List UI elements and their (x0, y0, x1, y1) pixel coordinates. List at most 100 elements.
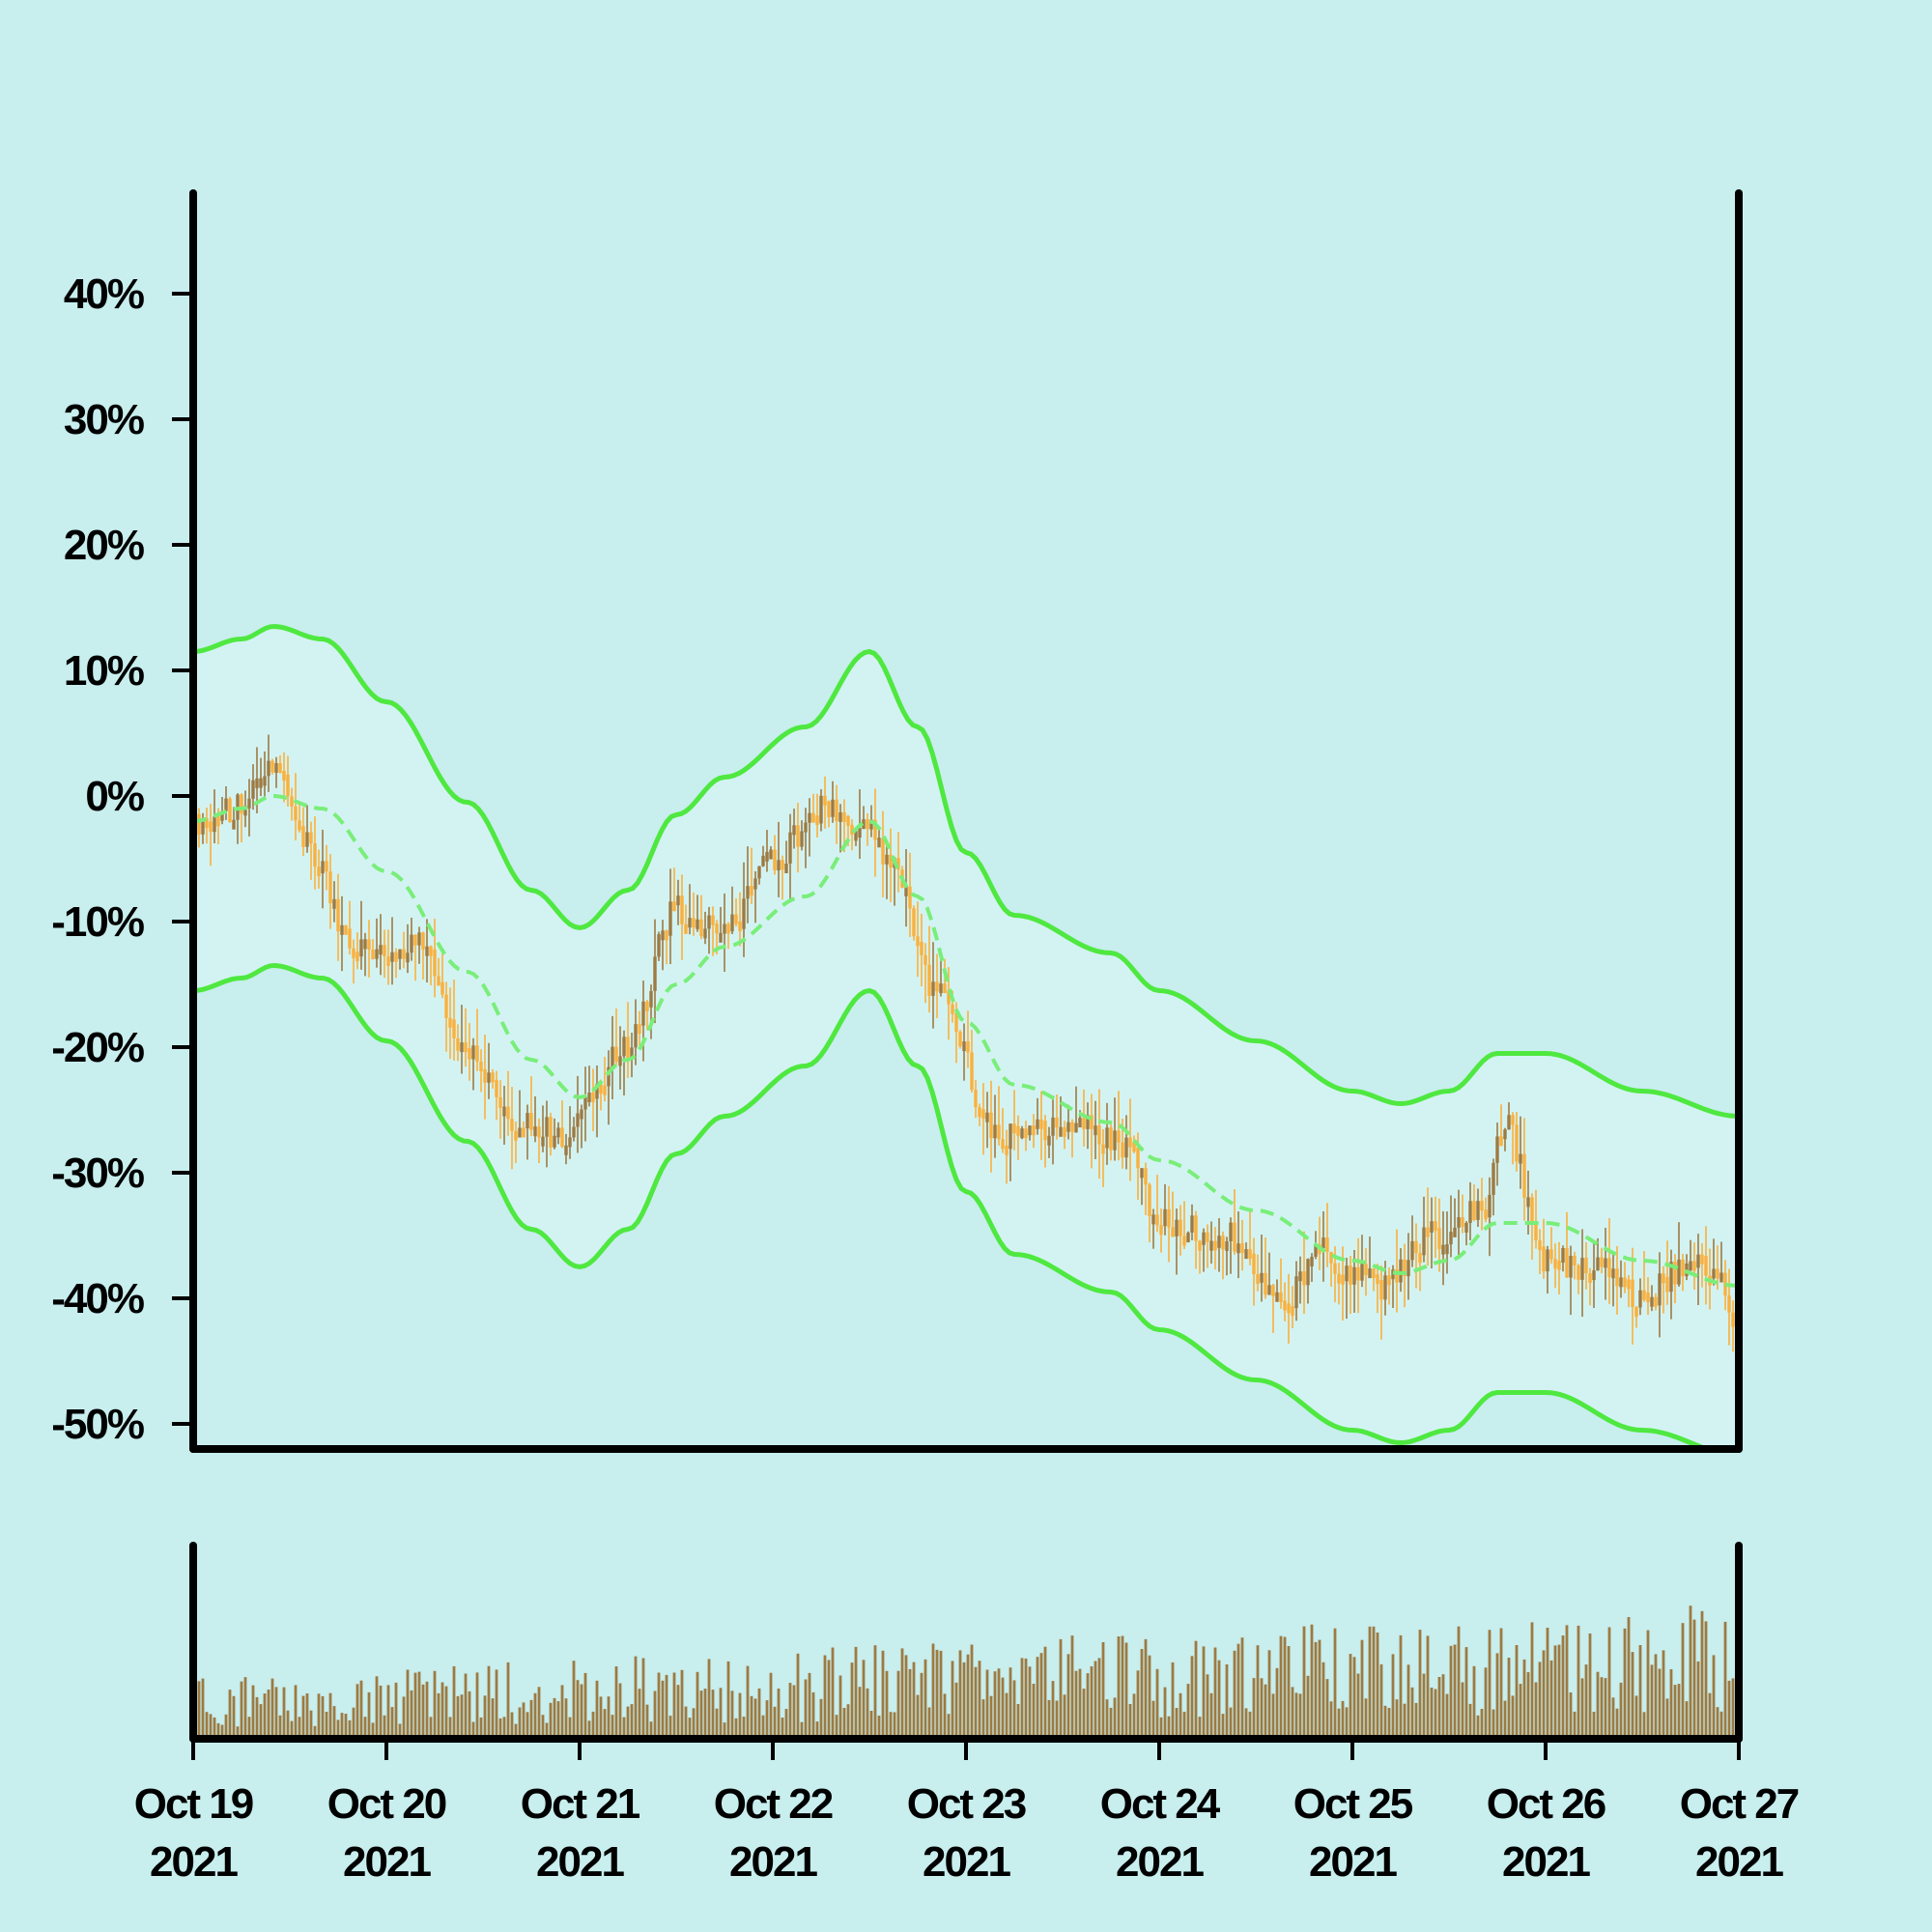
candle-body (1209, 1240, 1213, 1251)
volume-bar (1186, 1684, 1190, 1739)
candle-body (1283, 1300, 1287, 1311)
candle-body (753, 878, 757, 890)
candle-body (858, 828, 862, 838)
candle-body (1619, 1277, 1623, 1288)
candle-body (1650, 1296, 1654, 1307)
candle-body (947, 990, 951, 1005)
volume-bar (885, 1670, 889, 1739)
volume-bar (251, 1685, 255, 1739)
candle-body (421, 932, 425, 950)
candle-body (881, 838, 885, 865)
volume-bar (696, 1671, 699, 1739)
volume-bar (402, 1696, 406, 1739)
candle-body (1264, 1272, 1267, 1295)
volume-bar (730, 1690, 734, 1739)
candle-body (498, 1096, 502, 1108)
candle-body (1573, 1256, 1577, 1265)
volume-bar (1182, 1712, 1186, 1739)
candle-body (267, 760, 270, 777)
volume-bar (835, 1715, 838, 1739)
volume-bar (425, 1681, 429, 1739)
volume-bar (649, 1721, 653, 1739)
candle-body (634, 1024, 638, 1048)
volume-bar (753, 1698, 757, 1739)
candle-body (1677, 1259, 1681, 1285)
candle-body (375, 949, 379, 959)
candle-body (1731, 1312, 1735, 1327)
candle-body (1074, 1122, 1078, 1133)
volume-bar (1480, 1709, 1484, 1739)
volume-bar (1561, 1635, 1565, 1739)
volume-bar (456, 1695, 460, 1739)
candle-body (1302, 1271, 1306, 1286)
candle-body (406, 952, 410, 963)
volume-bar (410, 1690, 413, 1739)
candle-body (815, 815, 819, 826)
volume-bar (274, 1687, 278, 1739)
volume-bar (1109, 1707, 1113, 1739)
volume-bar (1538, 1662, 1542, 1739)
volume-bar (1422, 1673, 1426, 1739)
candle-body (1291, 1306, 1294, 1317)
volume-bar (1461, 1682, 1464, 1739)
volume-bar (390, 1707, 394, 1739)
candle-body (495, 1079, 498, 1097)
volume-bar (371, 1722, 375, 1739)
candle-body (1522, 1153, 1526, 1198)
candle-body (1449, 1232, 1453, 1245)
candle-body (1422, 1227, 1426, 1256)
candle-body (313, 843, 317, 867)
volume-bar (294, 1685, 298, 1739)
candle-body (1329, 1251, 1333, 1264)
volume-bar (1484, 1667, 1488, 1739)
candle-body (433, 949, 437, 977)
candle-body (862, 819, 866, 830)
volume-bar (1117, 1636, 1121, 1739)
volume-bar (1441, 1674, 1445, 1739)
candle-body (672, 901, 676, 912)
candle-body (1468, 1201, 1472, 1223)
volume-bar (1418, 1630, 1422, 1739)
candle-body (846, 815, 850, 826)
volume-bar (487, 1665, 491, 1739)
x-tick-label-year: 2021 (1116, 1838, 1204, 1886)
volume-bar (1190, 1656, 1194, 1739)
candle-body (1167, 1208, 1171, 1228)
candle-body (1719, 1272, 1723, 1283)
candle-body (1461, 1217, 1464, 1228)
candle-body (213, 816, 216, 833)
y-axis: 40% 30% 20% 10% 0% -10% -20% -30% -40% -50% (51, 270, 193, 1448)
x-tick-label-date: Oct 19 (134, 1780, 253, 1828)
volume-bar (1372, 1626, 1376, 1739)
x-tick-label-date: Oct 26 (1487, 1780, 1605, 1828)
volume-bar (1020, 1658, 1024, 1739)
volume-bar (811, 1691, 815, 1739)
volume-bar (1051, 1681, 1055, 1739)
volume-bar (831, 1647, 835, 1739)
candle-body (1584, 1258, 1588, 1273)
candle-body (1005, 1145, 1009, 1155)
candle-body (1638, 1290, 1642, 1308)
candle-body (668, 901, 672, 936)
candle-body (247, 798, 251, 809)
candle-body (487, 1072, 491, 1083)
volume-bar (201, 1678, 205, 1739)
candle-body (1565, 1248, 1569, 1278)
candle-body (332, 898, 336, 909)
candle-body (348, 928, 352, 949)
volume-bar (668, 1716, 672, 1739)
volume-bar (634, 1656, 638, 1739)
volume-bar (216, 1722, 220, 1739)
candle-body (1538, 1240, 1542, 1251)
y-tick-label: -20% (51, 1024, 144, 1071)
candle-body (506, 1106, 510, 1120)
volume-bar (1329, 1701, 1333, 1739)
candle-body (228, 798, 232, 822)
volume-bar (726, 1661, 730, 1739)
volume-bar (672, 1672, 676, 1739)
candle-body (564, 1145, 568, 1155)
volume-bar (742, 1717, 746, 1739)
candle-body (286, 774, 290, 797)
candle-body (1206, 1232, 1209, 1242)
volume-bar (305, 1693, 309, 1739)
